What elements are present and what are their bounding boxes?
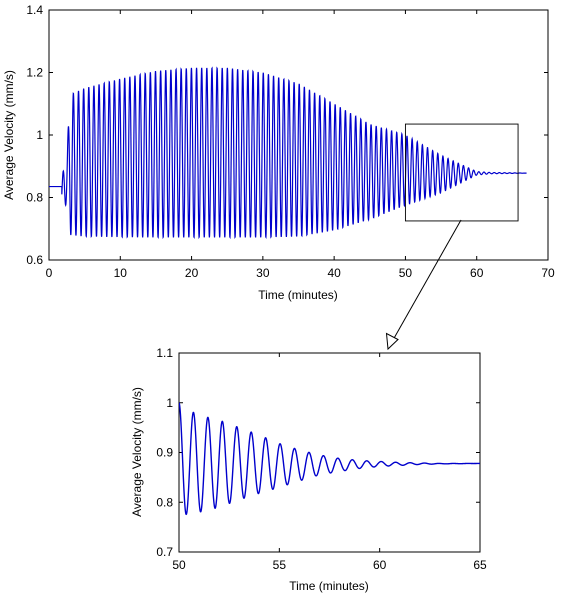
main-x-tick-label: 30 bbox=[256, 266, 270, 280]
main-x-tick-label: 40 bbox=[327, 266, 341, 280]
inset-chart: 50 55 60 65 0.7 0.8 0.9 1 1.1 Time (minutes) Av… bbox=[130, 346, 487, 593]
main-y-tick-label: 1.4 bbox=[26, 3, 43, 17]
main-y-ticks: 0.6 0.8 1 1.2 1.4 bbox=[26, 3, 548, 267]
inset-y-tick-label: 0.7 bbox=[156, 545, 173, 559]
main-y-tick-label: 1 bbox=[36, 128, 43, 142]
inset-y-tick-label: 1 bbox=[166, 396, 173, 410]
main-y-tick-label: 0.6 bbox=[26, 253, 43, 267]
main-x-axis-label: Time (minutes) bbox=[258, 288, 338, 302]
zoom-arrow-shaft bbox=[392, 219, 462, 341]
main-y-tick-label: 0.8 bbox=[26, 191, 43, 205]
main-x-tick-label: 20 bbox=[185, 266, 199, 280]
inset-y-tick-label: 0.8 bbox=[156, 495, 173, 509]
zoom-arrow bbox=[385, 219, 462, 351]
inset-x-tick-label: 65 bbox=[473, 558, 487, 572]
inset-y-tick-label: 0.9 bbox=[156, 446, 173, 460]
main-x-tick-label: 0 bbox=[46, 266, 53, 280]
zoom-arrow-head bbox=[385, 332, 399, 351]
inset-y-axis-label: Average Velocity (mm/s) bbox=[130, 387, 144, 517]
main-y-tick-label: 1.2 bbox=[26, 66, 43, 80]
main-chart: 0 10 20 30 40 50 60 70 0.6 0.8 1 1.2 1.4 Time (minu… bbox=[2, 3, 555, 302]
inset-x-tick-label: 55 bbox=[273, 558, 287, 572]
main-x-tick-label: 60 bbox=[470, 266, 484, 280]
inset-y-ticks: 0.7 0.8 0.9 1 1.1 bbox=[156, 346, 480, 559]
inset-series-line bbox=[179, 402, 480, 516]
main-x-ticks: 0 10 20 30 40 50 60 70 bbox=[46, 10, 555, 280]
zoom-box bbox=[404, 123, 519, 222]
main-x-tick-label: 10 bbox=[114, 266, 128, 280]
inset-y-tick-label: 1.1 bbox=[156, 346, 173, 360]
inset-x-axis-label: Time (minutes) bbox=[289, 579, 369, 593]
inset-x-tick-label: 60 bbox=[373, 558, 387, 572]
inset-x-ticks: 50 55 60 65 bbox=[172, 353, 487, 572]
main-x-tick-label: 50 bbox=[399, 266, 413, 280]
main-x-tick-label: 70 bbox=[541, 266, 555, 280]
inset-plot-frame bbox=[178, 352, 481, 553]
main-series-line bbox=[49, 66, 527, 240]
main-y-axis-label: Average Velocity (mm/s) bbox=[2, 70, 16, 200]
inset-x-tick-label: 50 bbox=[172, 558, 186, 572]
